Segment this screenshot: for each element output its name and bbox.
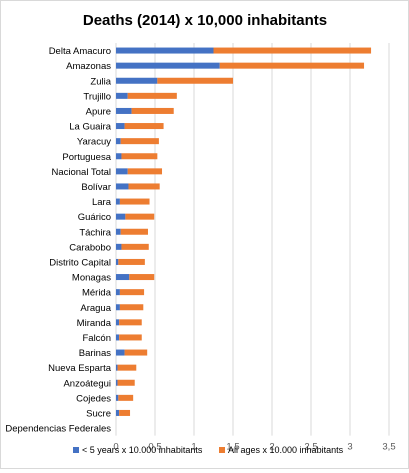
bar-all-ages-lara (119, 198, 150, 205)
bar-all-ages-monagas (129, 274, 155, 281)
legend-swatch-all-ages (219, 447, 225, 453)
x-tick-label: 2,5 (304, 442, 317, 453)
category-label-falcon: Falcón (82, 333, 111, 344)
bar-under-5-yaracuy (116, 138, 121, 145)
x-tick-label: 2 (269, 442, 274, 453)
category-label-zulia: Zulia (90, 76, 111, 87)
category-label-nueva-esparta: Nueva Esparta (48, 363, 112, 374)
bar-under-5-sucre (116, 409, 120, 416)
bar-under-5-portuguesa (116, 153, 122, 160)
x-tick-label: 1,5 (226, 442, 239, 453)
gridlines (115, 43, 390, 436)
category-label-portuguesa: Portuguesa (62, 152, 111, 163)
x-tick-label: 3 (347, 442, 352, 453)
legend: < 5 years x 10.000 inhabitants All ages … (73, 445, 344, 455)
bar-under-5-apure (116, 107, 132, 114)
category-label-merida: Mérida (82, 288, 112, 299)
bar-under-5-monagas (116, 274, 130, 281)
bar-all-ages-carabobo (121, 243, 149, 250)
bar-all-ages-aragua (119, 304, 144, 311)
bars (116, 47, 372, 416)
bar-all-ages-apure (131, 107, 174, 114)
bar-under-5-amazonas (116, 62, 220, 69)
bar-all-ages-guarico (125, 213, 155, 220)
legend-swatch-under-5 (73, 447, 79, 453)
x-tick-label: 1 (191, 442, 196, 453)
category-label-amazonas: Amazonas (66, 61, 111, 72)
category-label-anzoategui: Anzoátegui (63, 378, 111, 389)
category-label-cojedes: Cojedes (76, 393, 111, 404)
bar-under-5-la-guaira (116, 123, 125, 130)
bar-all-ages-amazonas (219, 62, 365, 69)
bar-under-5-bolivar (116, 183, 129, 190)
category-label-miranda: Miranda (77, 318, 112, 329)
category-label-tachira: Táchira (79, 227, 111, 238)
bar-under-5-delta-amacuro (116, 47, 214, 54)
bar-under-5-anzoategui (116, 379, 118, 386)
category-label-apure: Apure (86, 106, 111, 117)
bar-all-ages-zulia (157, 77, 233, 84)
category-label-bolivar: Bolívar (81, 182, 111, 193)
category-label-guarico: Guárico (78, 212, 111, 223)
bar-under-5-tachira (116, 228, 121, 235)
bar-all-ages-portuguesa (121, 153, 158, 160)
bar-under-5-miranda (116, 319, 120, 326)
bar-under-5-nueva-esparta (116, 364, 118, 371)
bar-all-ages-anzoategui (117, 379, 135, 386)
bar-under-5-nacional-total (116, 168, 128, 175)
chart-title: Deaths (2014) x 10,000 inhabitants (83, 12, 327, 29)
bar-under-5-aragua (116, 304, 120, 311)
bar-all-ages-nacional-total (127, 168, 163, 175)
bar-under-5-barinas (116, 349, 125, 356)
category-label-aragua: Aragua (80, 303, 111, 314)
bar-all-ages-yaracuy (120, 138, 159, 145)
x-axis-tick-labels: 0 0,5 1 1,5 2 2,5 3 3,5 (113, 442, 395, 453)
bar-all-ages-distrito-capital (118, 258, 145, 265)
bar-all-ages-trujillo (127, 92, 177, 99)
x-tick-label: 3,5 (382, 442, 395, 453)
category-label-lara: Lara (92, 197, 112, 208)
bar-under-5-merida (116, 289, 120, 296)
bar-all-ages-sucre (119, 409, 131, 416)
bar-all-ages-delta-amacuro (213, 47, 372, 54)
x-tick-label: 0,5 (148, 442, 161, 453)
bar-under-5-distrito-capital (116, 258, 119, 265)
bar-under-5-carabobo (116, 243, 122, 250)
bar-all-ages-barinas (124, 349, 148, 356)
category-label-delta-amacuro: Delta Amacuro (49, 46, 111, 57)
bar-under-5-guarico (116, 213, 126, 220)
category-label-trujillo: Trujillo (83, 91, 111, 102)
legend-label-under-5: < 5 years x 10.000 inhabitants (82, 445, 203, 455)
legend-label-all-ages: All ages x 10.000 inhabitants (228, 445, 344, 455)
bar-all-ages-nueva-esparta (117, 364, 137, 371)
bar-all-ages-la-guaira (124, 123, 164, 130)
bar-all-ages-tachira (120, 228, 148, 235)
bar-all-ages-miranda (119, 319, 142, 326)
bar-under-5-trujillo (116, 92, 128, 99)
category-label-carabobo: Carabobo (69, 242, 111, 253)
bar-under-5-falcon (116, 334, 120, 341)
bar-all-ages-merida (119, 289, 145, 296)
category-label-dependencias-federales: Dependencias Federales (5, 424, 111, 435)
bar-all-ages-bolivar (128, 183, 160, 190)
category-label-distrito-capital: Distrito Capital (49, 257, 111, 268)
category-label-sucre: Sucre (86, 408, 111, 419)
category-label-nacional-total: Nacional Total (51, 167, 111, 178)
category-label-monagas: Monagas (72, 273, 111, 284)
category-label-yaracuy: Yaracuy (77, 137, 111, 148)
category-label-barinas: Barinas (79, 348, 111, 359)
bar-under-5-cojedes (116, 394, 119, 401)
bar-under-5-lara (116, 198, 120, 205)
bar-under-5-zulia (116, 77, 158, 84)
category-labels: Delta Amacuro Amazonas Zulia Trujillo Apure L… (5, 46, 112, 435)
bar-all-ages-cojedes (118, 394, 134, 401)
bar-all-ages-falcon (119, 334, 142, 341)
category-label-la-guaira: La Guaira (69, 122, 111, 133)
x-tick-label: 0 (113, 442, 118, 453)
